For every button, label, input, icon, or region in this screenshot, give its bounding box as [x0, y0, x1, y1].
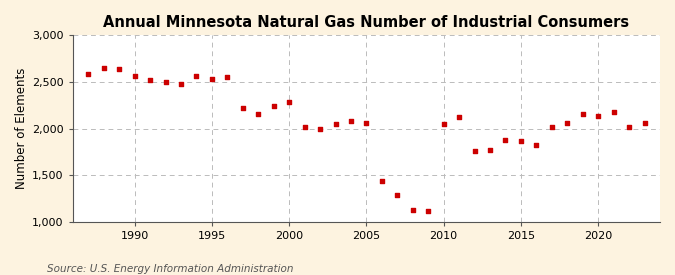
Text: Source: U.S. Energy Information Administration: Source: U.S. Energy Information Administ…: [47, 264, 294, 274]
Point: [346, 119, 356, 123]
Point: [608, 109, 619, 114]
Point: [500, 138, 511, 142]
Point: [438, 122, 449, 126]
Point: [160, 80, 171, 84]
Point: [330, 122, 341, 126]
Point: [83, 72, 94, 77]
Point: [222, 75, 233, 79]
Point: [207, 77, 217, 81]
Point: [253, 111, 264, 116]
Point: [454, 115, 464, 120]
Point: [299, 125, 310, 129]
Point: [315, 126, 325, 131]
Point: [577, 111, 588, 116]
Point: [268, 104, 279, 108]
Point: [238, 106, 248, 110]
Point: [624, 125, 634, 129]
Point: [377, 178, 387, 183]
Point: [284, 99, 294, 104]
Point: [361, 121, 372, 125]
Point: [593, 114, 603, 119]
Point: [99, 66, 109, 70]
Point: [531, 143, 542, 147]
Point: [176, 82, 186, 86]
Point: [485, 148, 495, 152]
Point: [516, 138, 526, 143]
Point: [423, 208, 433, 213]
Point: [547, 125, 558, 129]
Point: [191, 74, 202, 79]
Point: [639, 121, 650, 125]
Point: [129, 74, 140, 79]
Point: [469, 149, 480, 153]
Y-axis label: Number of Elements: Number of Elements: [15, 68, 28, 189]
Title: Annual Minnesota Natural Gas Number of Industrial Consumers: Annual Minnesota Natural Gas Number of I…: [103, 15, 630, 30]
Point: [144, 78, 155, 82]
Point: [392, 192, 403, 197]
Point: [562, 121, 572, 125]
Point: [408, 207, 418, 212]
Point: [114, 67, 125, 71]
